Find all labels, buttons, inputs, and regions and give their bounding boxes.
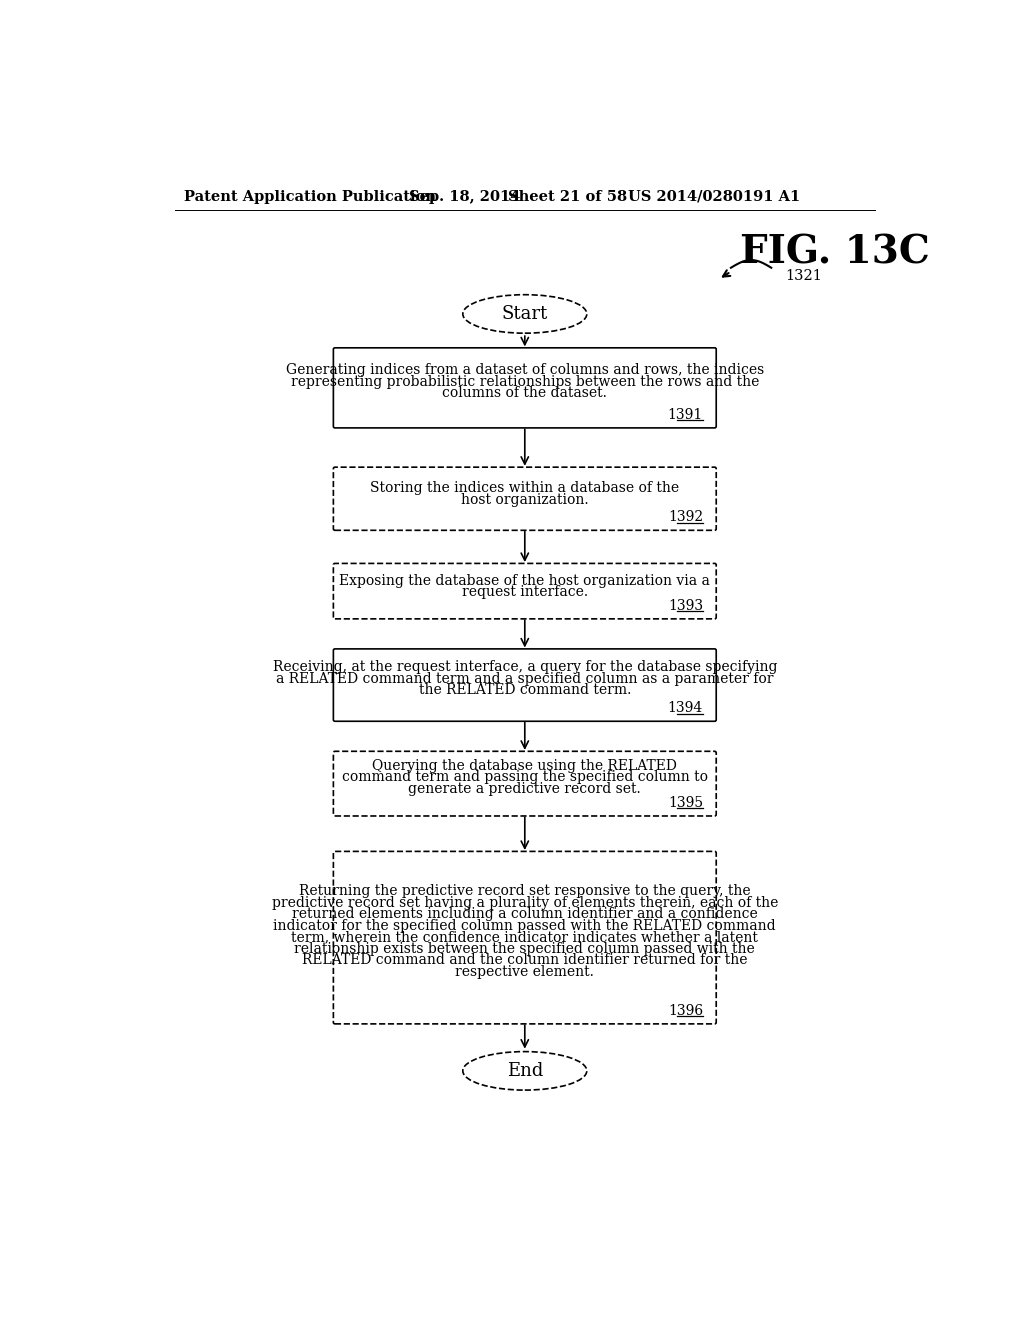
- Text: Sep. 18, 2014: Sep. 18, 2014: [409, 190, 520, 203]
- Text: 1394: 1394: [668, 701, 703, 715]
- Text: respective element.: respective element.: [456, 965, 594, 979]
- Text: US 2014/0280191 A1: US 2014/0280191 A1: [628, 190, 800, 203]
- Text: representing probabilistic relationships between the rows and the: representing probabilistic relationships…: [291, 375, 759, 388]
- Text: generate a predictive record set.: generate a predictive record set.: [409, 781, 641, 796]
- Text: returned elements including a column identifier and a confidence: returned elements including a column ide…: [292, 907, 758, 921]
- Text: Start: Start: [502, 305, 548, 323]
- Text: Generating indices from a dataset of columns and rows, the indices: Generating indices from a dataset of col…: [286, 363, 764, 378]
- Text: 1396: 1396: [668, 1003, 703, 1018]
- Text: indicator for the specified column passed with the RELATED command: indicator for the specified column passe…: [273, 919, 776, 933]
- Text: 1321: 1321: [785, 269, 822, 284]
- FancyBboxPatch shape: [334, 564, 716, 619]
- Text: 1392: 1392: [668, 511, 703, 524]
- Text: predictive record set having a plurality of elements therein, each of the: predictive record set having a plurality…: [271, 895, 778, 909]
- Ellipse shape: [463, 294, 587, 333]
- Text: 1391: 1391: [668, 408, 703, 422]
- Text: 1395: 1395: [668, 796, 703, 810]
- Text: Receiving, at the request interface, a query for the database specifying: Receiving, at the request interface, a q…: [272, 660, 777, 675]
- Text: Patent Application Publication: Patent Application Publication: [183, 190, 436, 203]
- Text: End: End: [507, 1061, 543, 1080]
- Ellipse shape: [463, 1052, 587, 1090]
- FancyBboxPatch shape: [334, 649, 716, 721]
- Text: command term and passing the specified column to: command term and passing the specified c…: [342, 771, 708, 784]
- Text: Returning the predictive record set responsive to the query, the: Returning the predictive record set resp…: [299, 884, 751, 898]
- FancyBboxPatch shape: [334, 751, 716, 816]
- Text: host organization.: host organization.: [461, 492, 589, 507]
- Text: the RELATED command term.: the RELATED command term.: [419, 684, 631, 697]
- Text: Sheet 21 of 58: Sheet 21 of 58: [508, 190, 627, 203]
- Text: 1393: 1393: [668, 599, 703, 612]
- Text: Storing the indices within a database of the: Storing the indices within a database of…: [371, 482, 679, 495]
- Text: RELATED command and the column identifier returned for the: RELATED command and the column identifie…: [302, 953, 748, 968]
- FancyBboxPatch shape: [334, 851, 716, 1024]
- FancyBboxPatch shape: [334, 467, 716, 531]
- Text: relationship exists between the specified column passed with the: relationship exists between the specifie…: [295, 941, 755, 956]
- Text: Exposing the database of the host organization via a: Exposing the database of the host organi…: [339, 574, 711, 587]
- Text: request interface.: request interface.: [462, 585, 588, 599]
- Text: term, wherein the confidence indicator indicates whether a latent: term, wherein the confidence indicator i…: [292, 931, 758, 944]
- Text: FIG. 13C: FIG. 13C: [740, 234, 930, 272]
- Text: a RELATED command term and a specified column as a parameter for: a RELATED command term and a specified c…: [276, 672, 773, 686]
- Text: columns of the dataset.: columns of the dataset.: [442, 387, 607, 400]
- FancyBboxPatch shape: [334, 348, 716, 428]
- Text: Querying the database using the RELATED: Querying the database using the RELATED: [373, 759, 677, 774]
